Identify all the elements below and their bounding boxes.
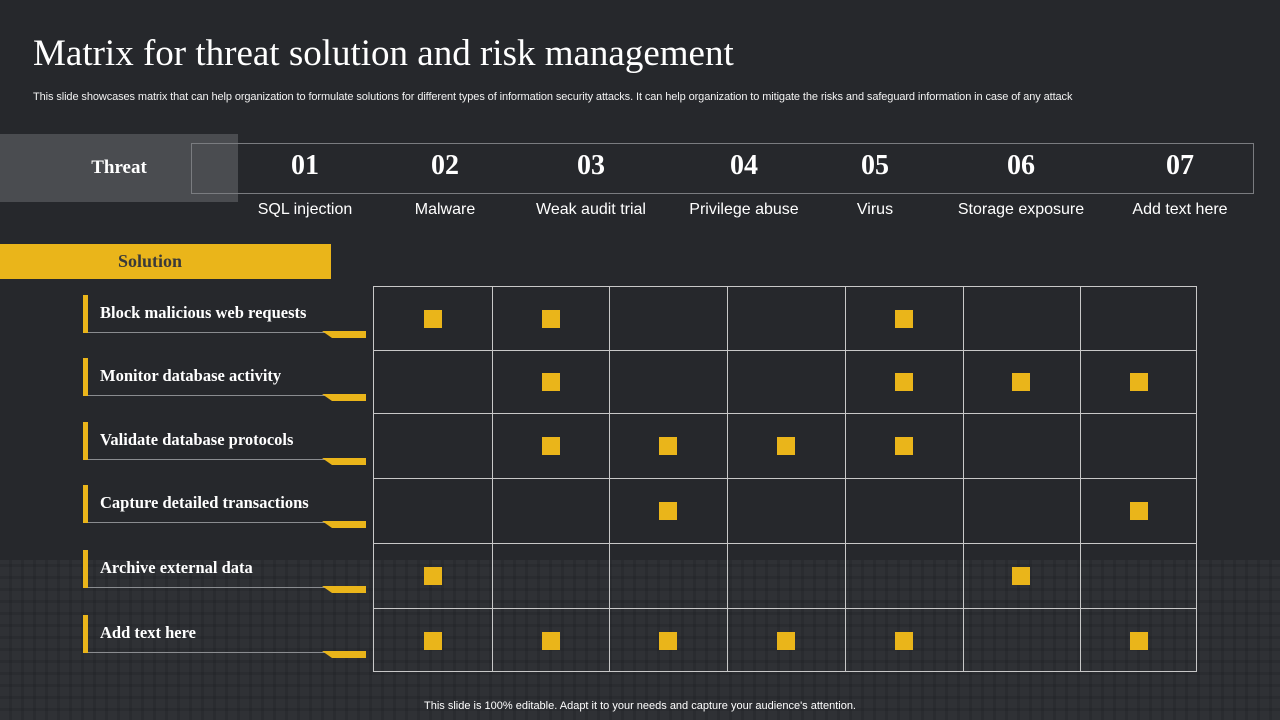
matrix-mark xyxy=(1130,632,1148,650)
threat-name: Weak audit trial xyxy=(536,201,646,218)
solution-accent-bar xyxy=(83,485,88,523)
footer-note: This slide is 100% editable. Adapt it to… xyxy=(424,700,856,712)
matrix-row-divider xyxy=(374,478,1196,479)
threat-number: 07 xyxy=(1166,150,1194,181)
matrix-column-divider xyxy=(963,287,964,671)
threat-name: Storage exposure xyxy=(957,201,1085,218)
matrix-column-divider xyxy=(727,287,728,671)
matrix-mark xyxy=(542,632,560,650)
matrix-mark xyxy=(1012,567,1030,585)
matrix-mark xyxy=(424,567,442,585)
solution-underline xyxy=(88,652,328,653)
matrix-mark xyxy=(424,632,442,650)
solution-accent-bar xyxy=(83,615,88,653)
matrix-mark xyxy=(895,437,913,455)
threat-number: 02 xyxy=(431,150,459,181)
solution-item: Add text here xyxy=(83,615,366,658)
solution-label: Archive external data xyxy=(100,558,253,577)
pixel-background-pattern xyxy=(0,560,1280,720)
solution-underline xyxy=(88,395,328,396)
solution-accent-bar xyxy=(83,422,88,460)
matrix-row-divider xyxy=(374,543,1196,544)
matrix-mark xyxy=(777,437,795,455)
matrix-mark xyxy=(1130,373,1148,391)
threat-header-box xyxy=(0,134,238,202)
solution-item: Capture detailed transactions xyxy=(83,485,366,528)
threat-number: 06 xyxy=(1007,150,1035,181)
matrix-mark xyxy=(777,632,795,650)
solution-label: Add text here xyxy=(100,623,196,642)
matrix-mark xyxy=(542,373,560,391)
solution-label: Monitor database activity xyxy=(100,366,282,385)
threat-row-frame xyxy=(191,143,1254,194)
solution-accent-tab xyxy=(322,458,366,465)
matrix-mark xyxy=(542,310,560,328)
solution-item: Archive external data xyxy=(83,550,366,593)
solution-accent-tab xyxy=(322,331,366,338)
matrix-mark xyxy=(895,373,913,391)
solution-accent-bar xyxy=(83,550,88,588)
solution-accent-tab xyxy=(322,394,366,401)
threat-name: Malware xyxy=(414,201,476,218)
solution-underline xyxy=(88,332,328,333)
matrix-mark xyxy=(659,632,677,650)
threat-solution-matrix xyxy=(373,286,1197,672)
solution-underline xyxy=(88,522,328,523)
slide-title: Matrix for threat solution and risk mana… xyxy=(33,33,734,74)
solution-banner xyxy=(0,244,331,279)
matrix-row-divider xyxy=(374,350,1196,351)
matrix-column-divider xyxy=(492,287,493,671)
matrix-mark xyxy=(1130,502,1148,520)
matrix-mark xyxy=(542,437,560,455)
threat-number: 01 xyxy=(291,150,319,181)
solution-label: Block malicious web requests xyxy=(100,303,307,322)
threat-number: 05 xyxy=(861,150,889,181)
solution-label: Validate database protocols xyxy=(100,430,294,449)
solution-accent-tab xyxy=(322,586,366,593)
matrix-row-divider xyxy=(374,608,1196,609)
solution-underline xyxy=(88,459,328,460)
matrix-mark xyxy=(895,310,913,328)
slide-subtitle: This slide showcases matrix that can hel… xyxy=(33,91,1073,103)
matrix-mark xyxy=(659,502,677,520)
matrix-column-divider xyxy=(1080,287,1081,671)
threat-header-label: Threat xyxy=(91,157,147,178)
solution-accent-tab xyxy=(322,651,366,658)
solution-underline xyxy=(88,587,328,588)
threat-name: Virus xyxy=(856,201,894,218)
threat-name: Privilege abuse xyxy=(689,201,799,218)
solution-item: Monitor database activity xyxy=(83,358,366,401)
threat-name: SQL injection xyxy=(257,201,353,218)
solution-item: Validate database protocols xyxy=(83,422,366,465)
solution-accent-bar xyxy=(83,295,88,333)
threat-number: 04 xyxy=(730,150,758,181)
threat-name: Add text here xyxy=(1132,201,1228,218)
solution-header-label: Solution xyxy=(117,251,183,271)
matrix-mark xyxy=(659,437,677,455)
matrix-column-divider xyxy=(609,287,610,671)
solution-accent-tab xyxy=(322,521,366,528)
matrix-row-divider xyxy=(374,413,1196,414)
solution-accent-bar xyxy=(83,358,88,396)
threat-number: 03 xyxy=(577,150,605,181)
matrix-mark xyxy=(1012,373,1030,391)
matrix-mark xyxy=(424,310,442,328)
solution-item: Block malicious web requests xyxy=(83,295,366,338)
matrix-mark xyxy=(895,632,913,650)
solution-label: Capture detailed transactions xyxy=(100,493,309,512)
matrix-column-divider xyxy=(845,287,846,671)
